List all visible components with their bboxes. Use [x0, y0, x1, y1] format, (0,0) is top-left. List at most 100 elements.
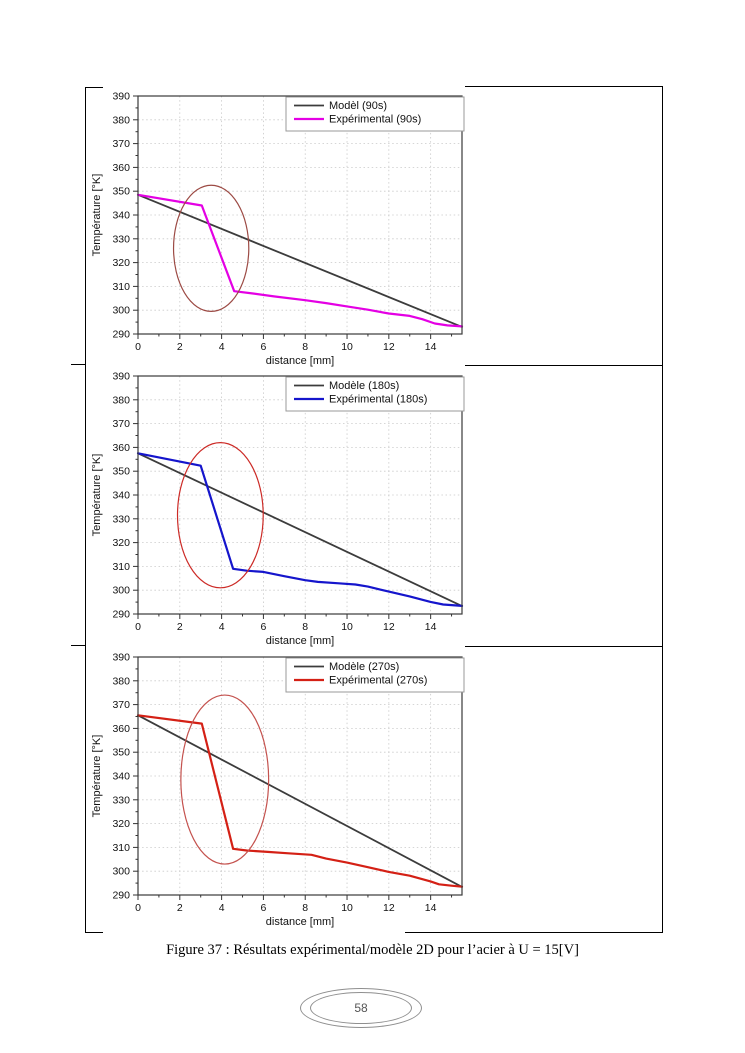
annotation-ellipse	[176, 442, 264, 589]
svg-text:12: 12	[383, 902, 395, 914]
chart-model-vs-experimental-180s: 290 300 310 320 330 340 350 360 370 380 390 0 2 4 6 8 10…	[91, 371, 465, 647]
axes: 290 300 310 320 330 340 350 360 370 380 390 0 2 4 6 8 10…	[112, 91, 453, 353]
svg-text:0: 0	[135, 902, 141, 914]
svg-text:6: 6	[260, 341, 266, 353]
svg-text:320: 320	[112, 257, 130, 269]
frame-left-border	[85, 87, 86, 933]
x-axis-label: distance [mm]	[266, 635, 334, 647]
annotation-ellipse	[172, 184, 250, 312]
gridlines	[138, 96, 462, 334]
svg-text:10: 10	[341, 621, 353, 633]
svg-text:8: 8	[302, 341, 308, 353]
svg-text:330: 330	[112, 233, 130, 245]
page-number-ornament: 58	[300, 988, 422, 1028]
frame-bottom-left-tick	[85, 932, 103, 933]
y-axis-label: Température [°K]	[91, 454, 103, 537]
svg-text:6: 6	[260, 902, 266, 914]
x-axis-label: distance [mm]	[266, 355, 334, 367]
page-number: 58	[354, 1001, 368, 1015]
svg-text:340: 340	[112, 210, 130, 222]
experimental-line	[136, 714, 464, 888]
gridlines	[138, 657, 462, 895]
svg-text:4: 4	[219, 621, 225, 633]
svg-text:8: 8	[302, 902, 308, 914]
frame-bottom-border	[405, 932, 663, 933]
x-axis-label: distance [mm]	[266, 916, 334, 928]
svg-text:4: 4	[219, 341, 225, 353]
svg-text:12: 12	[383, 621, 395, 633]
svg-text:300: 300	[112, 585, 130, 597]
svg-text:370: 370	[112, 418, 130, 430]
svg-text:330: 330	[112, 794, 130, 806]
svg-text:Expérimental (270s): Expérimental (270s)	[329, 675, 427, 687]
svg-text:360: 360	[112, 723, 130, 735]
model-line	[137, 452, 463, 608]
frame-left-tick-row2	[71, 645, 85, 646]
svg-text:390: 390	[112, 91, 130, 103]
svg-text:290: 290	[112, 890, 130, 902]
svg-text:340: 340	[112, 771, 130, 783]
svg-text:14: 14	[425, 902, 437, 914]
svg-text:320: 320	[112, 818, 130, 830]
svg-text:390: 390	[112, 652, 130, 664]
frame-mid-border-1	[465, 365, 663, 366]
frame-left-tick-row1	[71, 364, 85, 365]
annotation-ellipse	[180, 694, 270, 865]
svg-text:350: 350	[112, 466, 130, 478]
svg-text:340: 340	[112, 490, 130, 502]
svg-text:290: 290	[112, 329, 130, 341]
svg-text:4: 4	[219, 902, 225, 914]
svg-text:Modèl (90s): Modèl (90s)	[329, 100, 387, 112]
svg-text:370: 370	[112, 138, 130, 150]
legend: Modèle (180s) Expérimental (180s)	[285, 376, 465, 412]
svg-text:310: 310	[112, 281, 130, 293]
svg-text:12: 12	[383, 341, 395, 353]
chart-model-vs-experimental-270s: 290 300 310 320 330 340 350 360 370 380 390 0 2 4 6 8 10…	[91, 652, 465, 928]
model-line	[137, 193, 463, 328]
svg-text:14: 14	[425, 621, 437, 633]
figure-caption: Figure 37 : Résultats expérimental/modèl…	[166, 942, 579, 958]
svg-text:2: 2	[177, 341, 183, 353]
svg-text:Modèle (270s): Modèle (270s)	[329, 661, 399, 673]
svg-text:0: 0	[135, 621, 141, 633]
gridlines	[138, 376, 462, 614]
svg-text:8: 8	[302, 621, 308, 633]
svg-text:380: 380	[112, 675, 130, 687]
y-axis-label: Température [°K]	[91, 174, 103, 257]
svg-text:320: 320	[112, 537, 130, 549]
frame-right-border	[662, 86, 663, 933]
chart-model-vs-experimental-90s: 290 300 310 320 330 340 350 360 370 380 390 0 2 4 6 8 10…	[91, 91, 465, 367]
axes: 290 300 310 320 330 340 350 360 370 380 390 0 2 4 6 8 10…	[112, 652, 453, 914]
legend: Modèle (270s) Expérimental (270s)	[285, 657, 465, 693]
svg-text:390: 390	[112, 371, 130, 383]
svg-text:6: 6	[260, 621, 266, 633]
page-number-inner-ellipse: 58	[310, 992, 412, 1024]
svg-text:Expérimental (180s): Expérimental (180s)	[329, 394, 427, 406]
svg-text:Expérimental (90s): Expérimental (90s)	[329, 114, 421, 126]
svg-text:350: 350	[112, 747, 130, 759]
experimental-line	[136, 193, 464, 328]
model-line	[137, 714, 463, 888]
svg-text:300: 300	[112, 866, 130, 878]
y-axis-label: Température [°K]	[91, 735, 103, 818]
svg-text:2: 2	[177, 621, 183, 633]
svg-text:310: 310	[112, 561, 130, 573]
svg-text:360: 360	[112, 162, 130, 174]
experimental-line	[136, 452, 464, 607]
svg-text:350: 350	[112, 186, 130, 198]
svg-text:10: 10	[341, 341, 353, 353]
svg-text:370: 370	[112, 699, 130, 711]
axes: 290 300 310 320 330 340 350 360 370 380 390 0 2 4 6 8 10…	[112, 371, 453, 633]
svg-text:380: 380	[112, 394, 130, 406]
svg-text:290: 290	[112, 609, 130, 621]
svg-text:380: 380	[112, 114, 130, 126]
svg-text:360: 360	[112, 442, 130, 454]
svg-text:330: 330	[112, 513, 130, 525]
frame-top-left-tick	[85, 87, 103, 88]
svg-text:Modèle (180s): Modèle (180s)	[329, 380, 399, 392]
legend: Modèl (90s) Expérimental (90s)	[285, 96, 465, 132]
svg-text:310: 310	[112, 842, 130, 854]
svg-text:10: 10	[341, 902, 353, 914]
frame-top-right-border	[465, 86, 663, 87]
